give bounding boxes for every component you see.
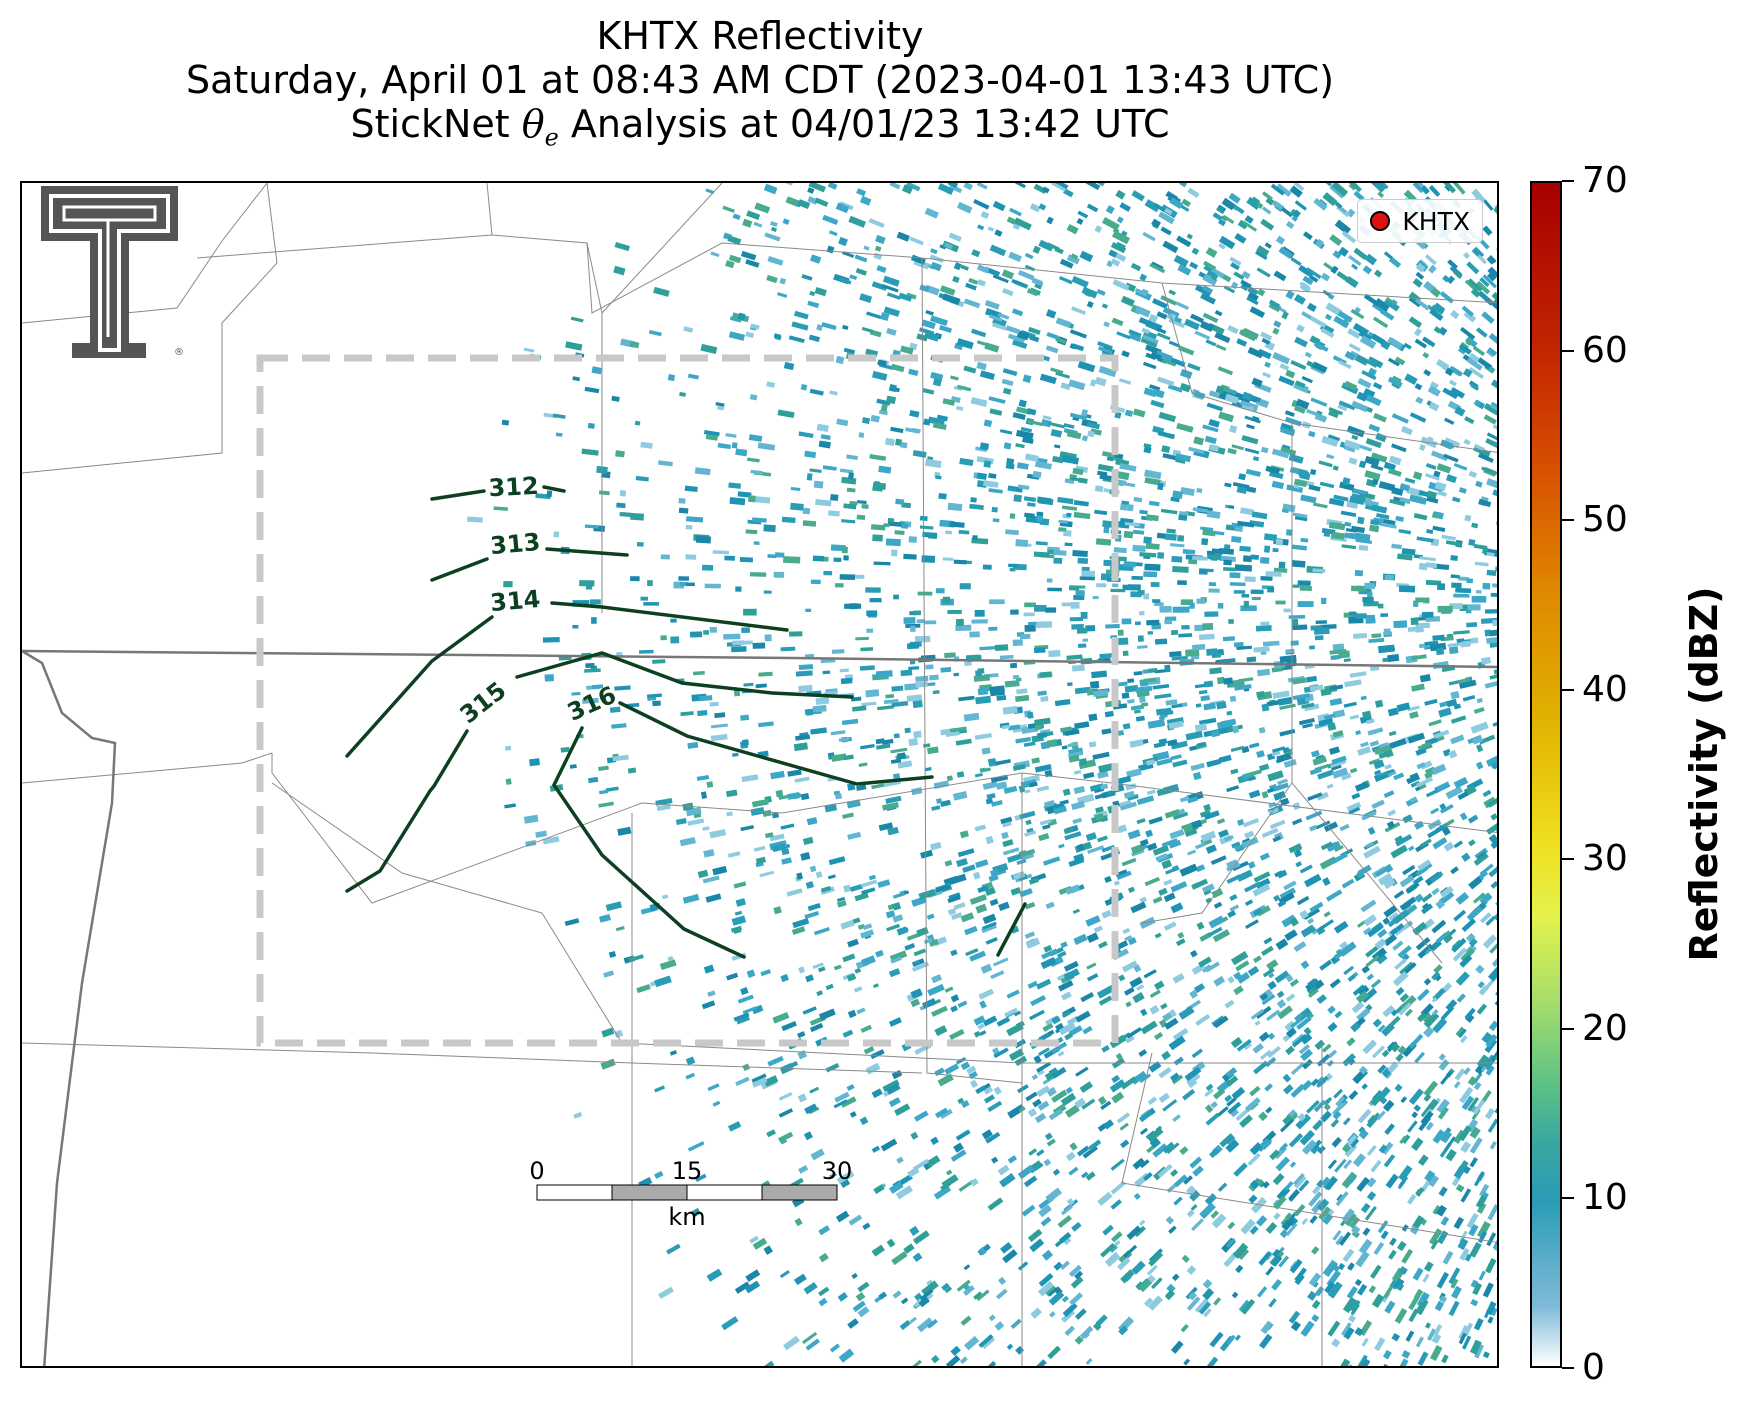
reflectivity-colorbar [1530,181,1562,1368]
colorbar-tick [1562,1367,1574,1369]
contour-label-312: 312 [488,472,540,503]
title-line-2: Saturday, April 01 at 08:43 AM CDT (2023… [185,58,1335,102]
colorbar-tick-label: 70 [1582,160,1628,201]
scale-segment-1 [536,1184,613,1201]
title-line-3-suffix: Analysis at 04/01/23 13:42 UTC [558,102,1170,146]
colorbar-tick-label: 10 [1582,1177,1628,1219]
colorbar-tick-label: 0 [1582,1347,1605,1388]
colorbar-tick [1562,1027,1574,1030]
map-panel[interactable]: 312 313 314 315 316 ® 0 15 30 km KHTX [20,181,1499,1368]
colorbar-tick-label: 50 [1582,499,1628,541]
scale-unit: km [668,1203,705,1231]
map-canvas[interactable]: 312 313 314 315 316 ® 0 15 30 km [22,183,1499,1368]
theta-symbol: θe [521,102,559,152]
title-line-3-prefix: StickNet [350,102,522,146]
scale-segment-3 [686,1184,763,1201]
reflectivity-echoes [467,183,1497,1366]
state-boundaries [22,649,1497,1366]
figure-title: KHTX Reflectivity Saturday, April 01 at … [0,14,1520,160]
radar-site-marker-icon [1370,211,1391,231]
scale-segment-2 [611,1184,688,1201]
contour-312 [430,485,566,501]
analysis-domain-box [256,354,1119,1047]
map-legend: KHTX [1357,199,1483,243]
theta-e-contours [345,485,1027,959]
contour-313 [430,547,629,582]
title-line-1: KHTX Reflectivity [596,14,924,58]
scale-segment-4 [761,1184,838,1201]
contour-label-314: 314 [489,585,541,617]
texas-tech-logo: ® [41,186,184,358]
theta-char: θ [521,102,545,146]
contour-316 [551,701,934,959]
contour-label-313: 313 [489,528,541,560]
colorbar-tick-label: 30 [1582,838,1628,880]
colorbar-tick-label: 40 [1582,668,1628,710]
scale-label-0: 0 [529,1157,544,1185]
colorbar-tick-label: 60 [1582,329,1628,371]
contour-label-315: 315 [455,676,512,729]
colorbar-tick [1562,688,1574,691]
scale-label-15: 15 [672,1157,703,1185]
theta-subscript: e [544,123,559,152]
logo-registered-mark: ® [174,347,184,358]
colorbar-tick [1562,858,1574,861]
county-boundaries [22,183,1497,1366]
contour-fragment [996,902,1027,957]
scale-label-30: 30 [822,1157,853,1185]
colorbar-tick [1562,519,1574,522]
colorbar-tick [1562,349,1574,352]
legend-label: KHTX [1402,206,1470,236]
contour-314 [345,601,789,758]
contour-label-316: 316 [563,681,620,727]
colorbar-tick [1562,1197,1574,1200]
colorbar-tick-label: 20 [1582,1007,1628,1049]
contour-315 [345,651,854,893]
colorbar-title: Reflectivity (dBZ) [1682,586,1726,962]
title-line-3: StickNet θe Analysis at 04/01/23 13:42 U… [0,102,1520,160]
colorbar-tick [1562,180,1574,182]
scale-bar: 0 15 30 km [529,1157,852,1231]
